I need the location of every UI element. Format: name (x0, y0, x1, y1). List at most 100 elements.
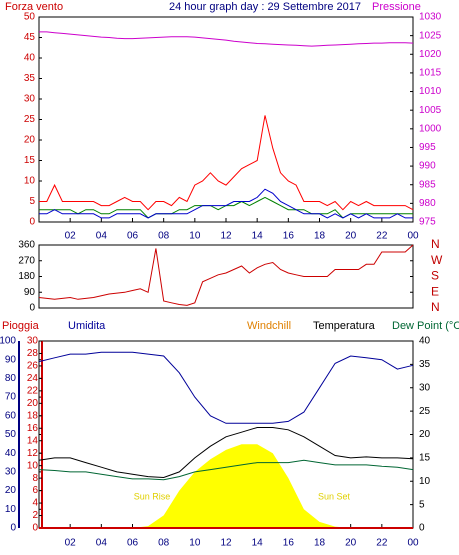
line (38, 427, 414, 479)
legend-entry: Dew Point (°C (392, 320, 459, 332)
y-tick-label: 0 (10, 523, 16, 534)
y-tick-label: 50 (5, 429, 17, 440)
y-tick-label: 60 (5, 410, 17, 421)
y-tick-label: 24 (27, 373, 39, 384)
y-tick-label: 28 (27, 348, 39, 359)
plot-area (38, 244, 414, 309)
plot-area (38, 16, 414, 223)
x-tick-label: 02 (65, 231, 77, 242)
legend-entry: Windchill (247, 320, 291, 332)
y-tick-label: 20 (5, 485, 17, 496)
x-tick-label: 18 (314, 538, 326, 549)
y-tick-label: 5 (419, 499, 425, 510)
x-tick-label: 04 (96, 538, 108, 549)
y-tick-label: 14 (27, 435, 39, 446)
y-tick-label: 45 (24, 32, 36, 43)
y-tick-label: 100 (0, 336, 16, 347)
y-tick-label: 5 (29, 196, 35, 207)
y-tick-label: 40 (419, 336, 431, 347)
y-tick-label: 30 (27, 336, 39, 347)
y-tick-label: 2 (32, 510, 38, 521)
y-tick-label: 25 (24, 114, 36, 125)
y-tick-label: 20 (419, 429, 431, 440)
y-tick-label: 25 (419, 406, 431, 417)
line (39, 115, 414, 211)
y-tick-label: 15 (419, 453, 431, 464)
y-tick-label: 360 (18, 240, 35, 251)
line (39, 188, 413, 219)
x-tick-label: 16 (283, 538, 295, 549)
x-tick-label: 16 (283, 231, 295, 242)
y-tick-label: 15 (24, 155, 36, 166)
y-tick-label: 0 (32, 523, 38, 534)
x-tick-label: 08 (158, 538, 170, 549)
y-tick-label: N (431, 300, 440, 314)
y-tick-label: 180 (18, 271, 35, 282)
y2-axis-label: Pressione (372, 1, 421, 13)
y-tick-label: 30 (24, 94, 36, 105)
y-tick-label: 10 (419, 476, 431, 487)
y-tick-label: 995 (419, 142, 436, 153)
y-axis-label: Forza vento (5, 1, 63, 13)
line (39, 31, 414, 47)
y-tick-label: 8 (32, 473, 38, 484)
y-tick-label: 270 (18, 255, 35, 266)
legend-entry: Temperatura (313, 320, 376, 332)
y-tick-label: 1010 (419, 86, 442, 97)
y-tick-label: S (431, 269, 439, 283)
y-tick-label: 1020 (419, 49, 442, 60)
y-tick-label: W (431, 253, 443, 267)
y-tick-label: 1025 (419, 30, 442, 41)
y-tick-label: 0 (29, 303, 35, 314)
y-tick-label: 1015 (419, 68, 442, 79)
y-tick-label: 10 (5, 504, 17, 515)
x-tick-label: 04 (96, 231, 108, 242)
x-tick-label: 22 (376, 231, 388, 242)
y-tick-label: 980 (419, 198, 436, 209)
area (39, 444, 413, 528)
x-tick-label: 20 (345, 231, 357, 242)
y-tick-label: 0 (29, 217, 35, 228)
y-tick-label: 0 (419, 523, 425, 534)
y-tick-label: E (431, 284, 439, 298)
y-tick-label: 70 (5, 392, 17, 403)
y-tick-label: 12 (27, 448, 39, 459)
x-tick-label: 20 (345, 538, 357, 549)
annotation: Sun Set (318, 491, 351, 501)
x-tick-label: 02 (65, 538, 77, 549)
y-tick-label: 18 (27, 410, 39, 421)
line (38, 459, 414, 481)
y-tick-label: 22 (27, 386, 39, 397)
x-tick-label: 00 (407, 538, 419, 549)
x-tick-label: 18 (314, 231, 326, 242)
y-tick-label: 975 (419, 217, 436, 228)
x-tick-label: 14 (252, 231, 264, 242)
y-tick-label: 1005 (419, 105, 442, 116)
y-tick-label: 35 (24, 73, 36, 84)
x-tick-label: 06 (127, 538, 139, 549)
x-tick-label: 14 (252, 538, 264, 549)
annotation: Sun Rise (134, 491, 171, 501)
legend-entry: Umidita (68, 320, 106, 332)
x-tick-label: 12 (220, 231, 232, 242)
x-tick-label: 10 (189, 231, 201, 242)
legend-entry: Pioggia (2, 320, 40, 332)
y-tick-label: 30 (5, 467, 17, 478)
x-tick-label: 06 (127, 231, 139, 242)
x-tick-label: 22 (376, 538, 388, 549)
y-tick-label: N (431, 237, 440, 251)
y-tick-label: 80 (5, 373, 17, 384)
y-tick-label: 20 (24, 135, 36, 146)
y-tick-label: 10 (24, 176, 36, 187)
y-tick-label: 20 (27, 398, 39, 409)
y-tick-label: 16 (27, 423, 39, 434)
y-tick-label: 6 (32, 485, 38, 496)
y-tick-label: 90 (5, 354, 17, 365)
y-tick-label: 40 (24, 53, 36, 64)
y-tick-label: 1030 (419, 12, 442, 23)
line (38, 244, 414, 306)
y-tick-label: 50 (24, 12, 36, 23)
x-tick-label: 10 (189, 538, 201, 549)
y-tick-label: 985 (419, 179, 436, 190)
y-tick-label: 40 (5, 448, 17, 459)
